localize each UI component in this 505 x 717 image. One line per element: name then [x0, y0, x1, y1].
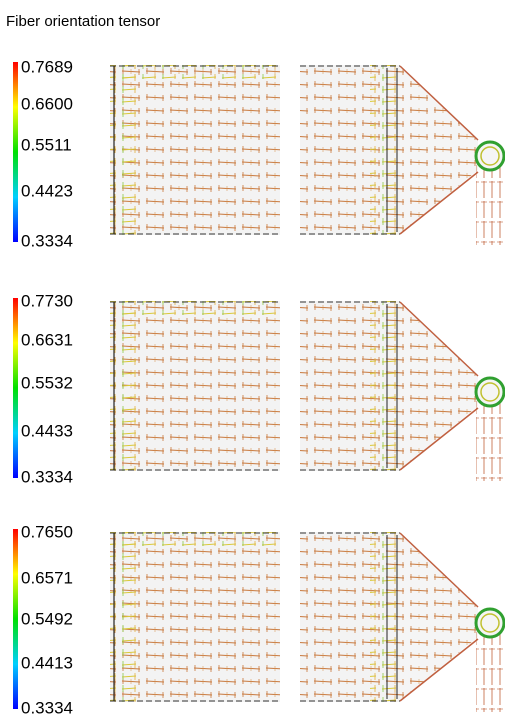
- color-bar: [13, 298, 18, 478]
- fiber-plot: [110, 65, 505, 245]
- scale-label: 0.6631: [21, 330, 73, 349]
- scale-label: 0.7730: [21, 291, 73, 310]
- scale-label: 0.3334: [21, 698, 73, 717]
- scale-label: 0.6600: [21, 94, 73, 113]
- fiber-plot: [110, 301, 505, 481]
- fiber-plot: [110, 532, 505, 712]
- figure-title: Fiber orientation tensor: [6, 13, 160, 30]
- scale-label: 0.5511: [21, 135, 72, 154]
- panel: 0.7689 0.6600 0.5511 0.4423 0.3334: [13, 57, 505, 250]
- scale-label: 0.4413: [21, 653, 73, 672]
- figure: Fiber orientation tensor 0.7689 0.6600 0…: [0, 0, 505, 717]
- color-bar: [13, 62, 18, 242]
- color-bar: [13, 529, 18, 709]
- panel: 0.7650 0.6571 0.5492 0.4413 0.3334: [13, 522, 505, 717]
- scale-label: 0.7689: [21, 57, 73, 76]
- scale-label: 0.7650: [21, 522, 73, 541]
- scale-label: 0.6571: [21, 568, 73, 587]
- scale-label: 0.3334: [21, 231, 73, 250]
- page: {"title": "Fiber orientation tensor", "p…: [0, 0, 505, 717]
- scale-label: 0.4423: [21, 181, 73, 200]
- scale-label: 0.4433: [21, 421, 73, 440]
- panel: 0.7730 0.6631 0.5532 0.4433 0.3334: [13, 291, 505, 486]
- scale-label: 0.5492: [21, 609, 73, 628]
- scale-label: 0.3334: [21, 467, 73, 486]
- scale-label: 0.5532: [21, 373, 73, 392]
